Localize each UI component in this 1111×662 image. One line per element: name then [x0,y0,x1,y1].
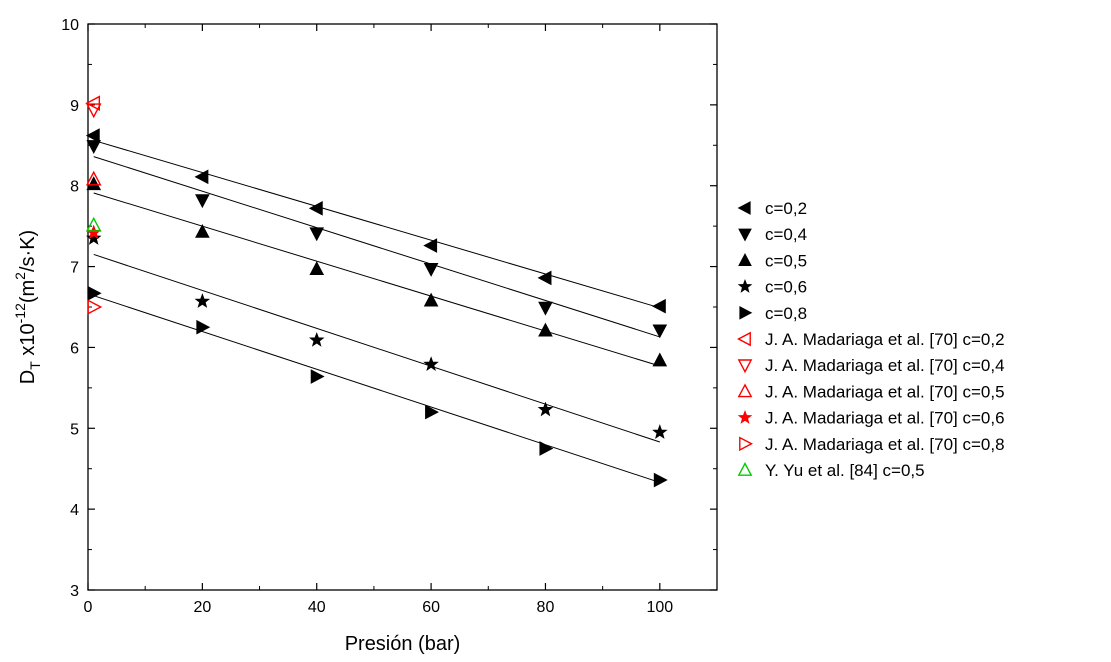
data-point [423,356,439,372]
data-point [85,170,102,186]
legend-label: J. A. Madariaga et al. [70] c=0,2 [765,330,1005,349]
legend-label: c=0,8 [765,304,807,323]
data-point [538,322,553,337]
data-point [423,238,438,253]
legend-label: J. A. Madariaga et al. [70] c=0,6 [765,409,1005,428]
data-point [194,293,211,308]
x-tick-label: 100 [646,599,673,616]
legend-label: c=0,6 [765,278,807,297]
data-point [86,230,102,245]
data-point [309,332,325,347]
data-point [425,404,439,420]
axes: 0 20 40 60 80 100 3 4 5 6 7 8 9 10 [61,17,717,616]
data-point [652,424,668,439]
fit-line [93,192,660,367]
data-point [537,401,554,417]
fit-line [93,253,660,443]
legend-label: J. A. Madariaga et al. [70] c=0,4 [765,356,1005,375]
y-tick-label: 9 [70,98,79,115]
plot-area [87,23,718,591]
legend-label: c=0,2 [765,199,807,218]
fit-line [93,156,660,338]
y-tick-label: 8 [70,179,79,196]
y-tick-label: 4 [70,502,79,519]
fit-line [93,139,660,309]
data-point [423,292,439,307]
data-point [195,223,210,238]
x-tick-label: 20 [193,599,211,616]
x-tick-label: 0 [84,599,93,616]
legend-label: Y. Yu et al. [84] c=0,5 [765,461,925,480]
data-point [309,261,325,275]
legend: c=0,2 c=0,4 c=0,5 c=0,6 c=0,8 J. A. Madariaga… [737,199,1005,480]
data-point [423,262,439,277]
data-point [537,270,552,286]
data-point [310,369,325,384]
data-point [652,352,668,367]
legend-marker [737,201,751,215]
y-axis-title-pre: (m [17,280,39,303]
x-axis-title: Presión (bar) [345,633,461,655]
legend-marker [737,409,753,424]
data-point [308,201,323,216]
y-axis-title: DT x10-12(m2/s·K) [12,230,43,384]
y-tick-label: 7 [70,260,79,277]
data-point [195,194,210,209]
data-point [538,301,553,316]
y-axis-title-sup2: 2 [12,272,28,280]
y-tick-label: 5 [70,421,79,438]
data-point [651,298,666,314]
legend-marker [737,331,751,347]
data-point [539,441,554,456]
y-tick-label: 6 [70,340,79,357]
data-point [196,319,211,335]
x-tick-label: 60 [422,599,440,616]
data-point [309,227,325,242]
data-point [85,95,101,112]
data-point [86,140,102,154]
y-axis-title-base: D [17,370,39,384]
x-tick-label: 80 [537,599,555,616]
y-tick-label: 3 [70,583,79,600]
legend-label: c=0,4 [765,225,807,244]
y-tick-label: 10 [61,17,79,34]
data-point [87,285,102,301]
x-tick-label: 40 [308,599,326,616]
legend-marker [737,462,753,476]
data-point [85,216,102,232]
data-point [85,103,102,119]
y-axis-title-sup1: -12 [12,303,28,323]
legend-marker [737,359,753,374]
data-point [194,169,209,185]
data-point [86,176,102,191]
y-axis-title-sub: T [27,361,43,370]
legend-marker [737,278,753,293]
data-points [85,95,668,488]
data-point [652,324,668,339]
data-point [85,128,100,143]
legend-label: c=0,5 [765,251,807,270]
data-point [653,472,668,488]
legend-marker [739,305,753,320]
legend-marker [737,383,753,398]
y-axis-title-post: /s·K) [17,230,39,272]
fit-line [93,295,660,483]
legend-marker [739,436,753,452]
legend-marker [738,228,752,242]
data-point [87,299,103,315]
plot-frame [87,23,718,591]
legend-marker [738,253,752,267]
legend-label: J. A. Madariaga et al. [70] c=0,5 [765,382,1005,401]
y-axis-title-mid: x10 [17,323,39,361]
fit-lines [93,139,660,483]
legend-label: J. A. Madariaga et al. [70] c=0,8 [765,435,1005,454]
